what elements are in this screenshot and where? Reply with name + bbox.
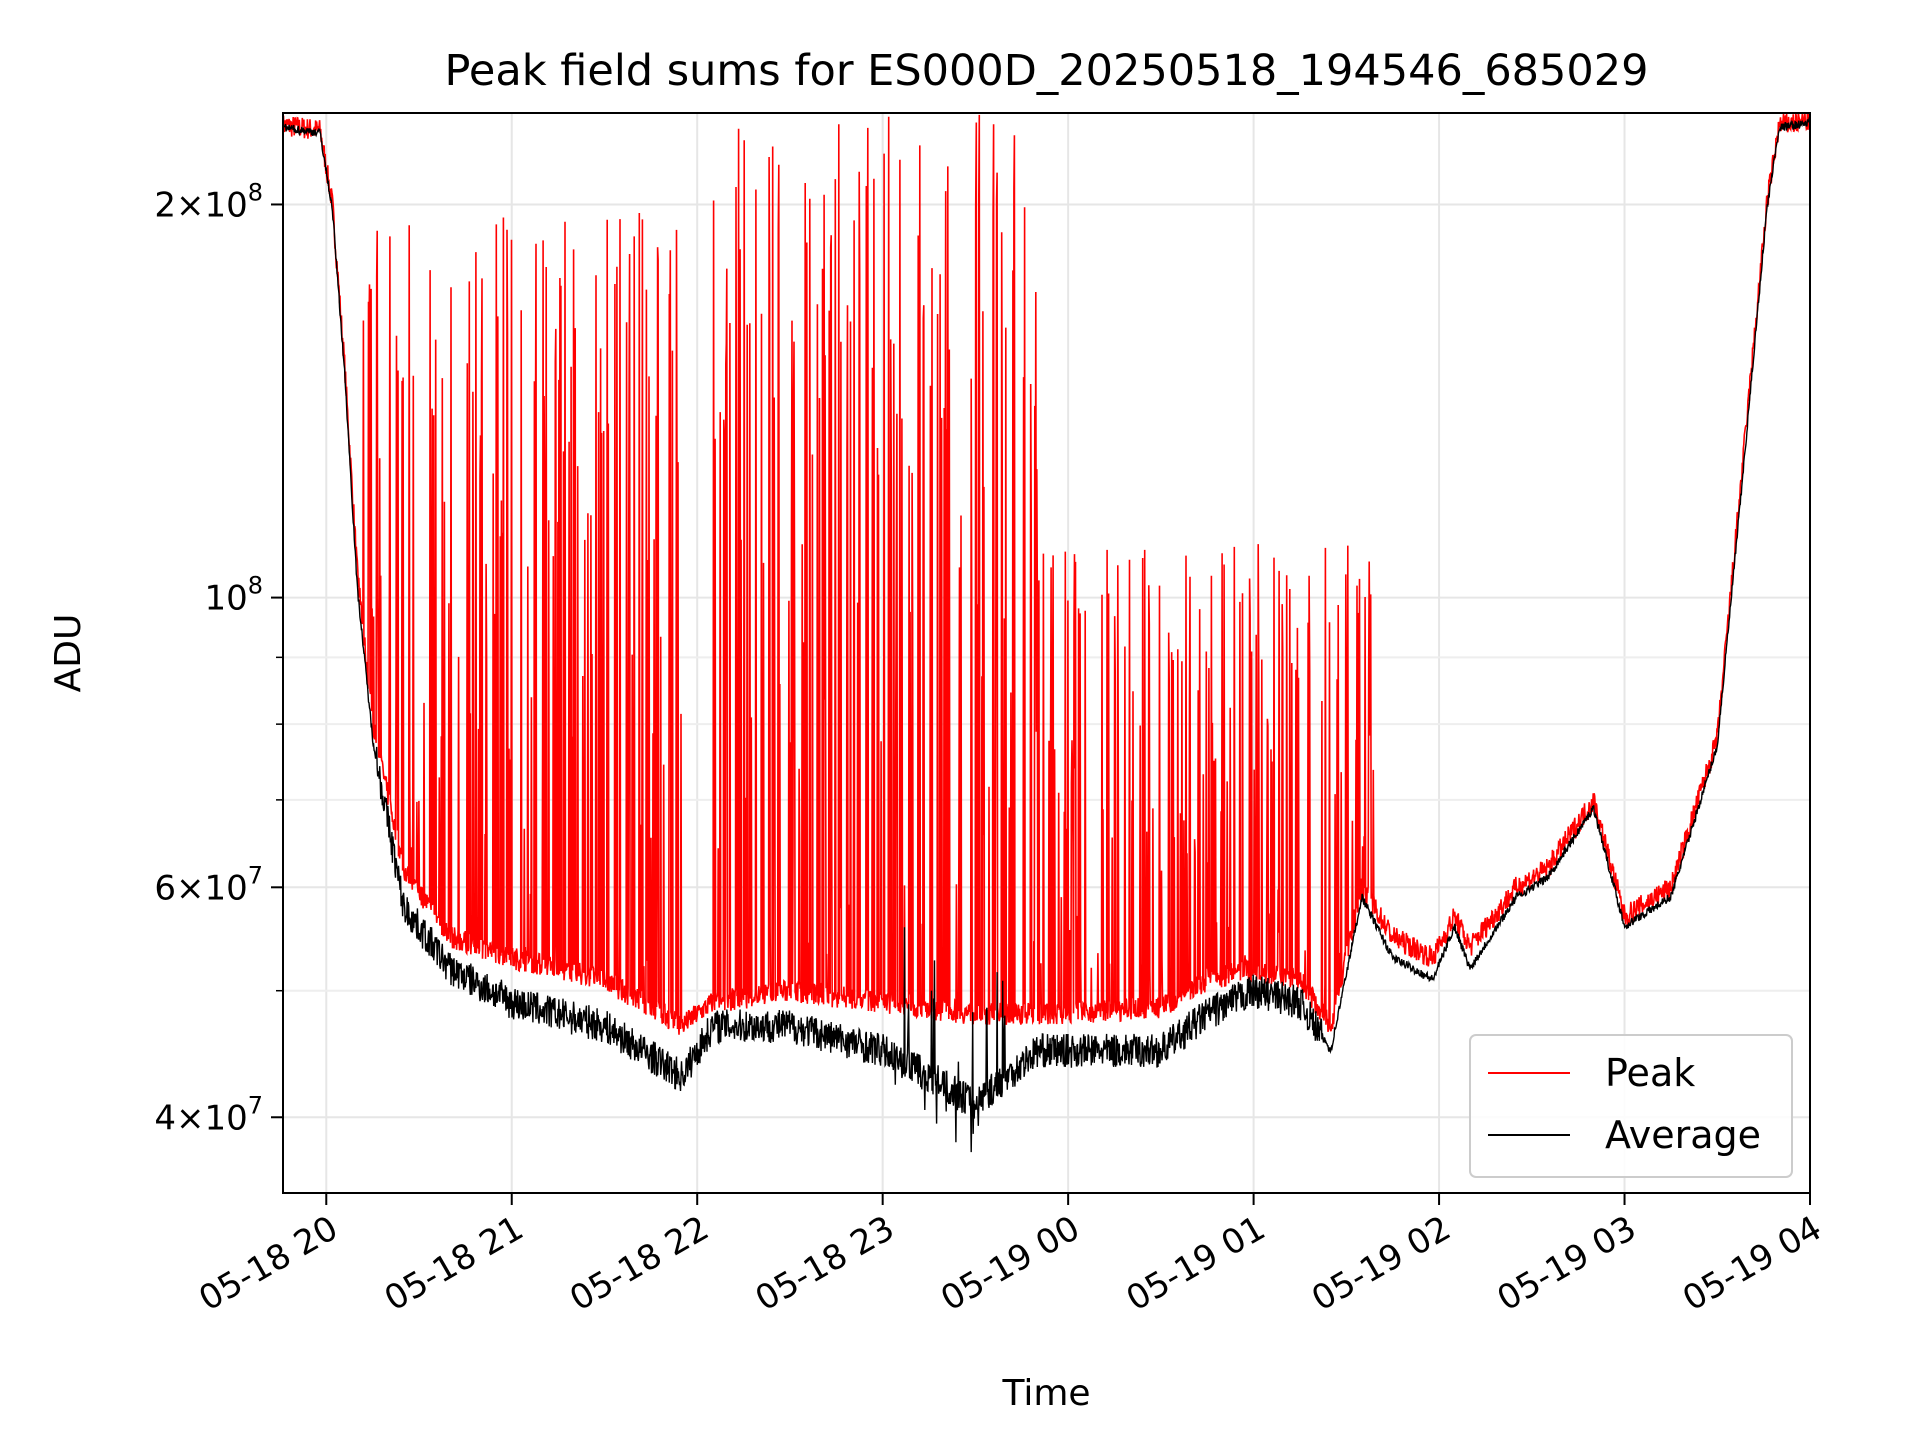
y-axis-title: ADU bbox=[48, 614, 89, 693]
series-line-average bbox=[283, 116, 1810, 1153]
y-tick-label: 2×108 bbox=[154, 178, 263, 225]
y-tick-label: 4×107 bbox=[154, 1091, 263, 1138]
plot-frame bbox=[282, 112, 1811, 1194]
chart-title: Peak field sums for ES000D_20250518_1945… bbox=[445, 46, 1649, 96]
legend-box bbox=[1469, 1034, 1793, 1178]
legend: Peak Average bbox=[1469, 1034, 1793, 1178]
legend-label-average: Average bbox=[1605, 1113, 1761, 1157]
y-tick-label: 108 bbox=[204, 572, 263, 619]
x-axis-title: Time bbox=[1001, 1373, 1090, 1414]
legend-label-peak: Peak bbox=[1605, 1051, 1695, 1095]
series-line-peak bbox=[283, 113, 1810, 1035]
y-tick-label: 6×107 bbox=[154, 861, 263, 908]
series-layer bbox=[283, 113, 1810, 1153]
